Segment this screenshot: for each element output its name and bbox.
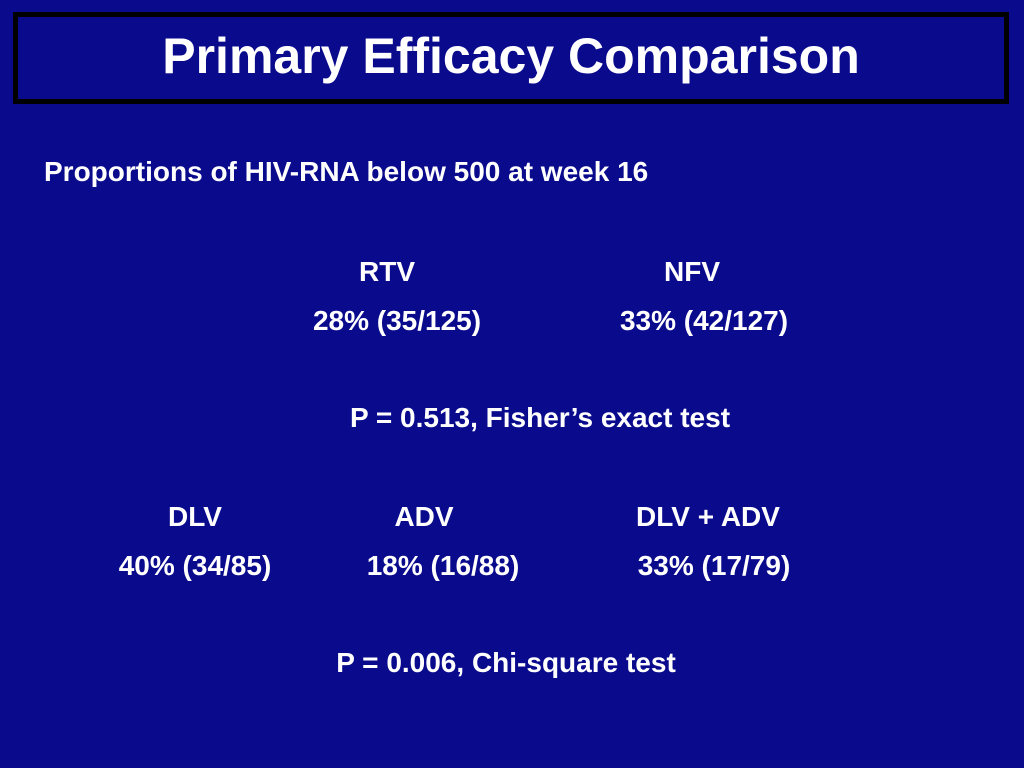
test-result-1: P = 0.513, Fisher’s exact test [349, 402, 731, 433]
slide-subtitle: Proportions of HIV-RNA below 500 at week… [44, 156, 649, 187]
group-value-rtv: 28% (35/125) [312, 305, 482, 336]
group-value-dlv: 40% (34/85) [118, 550, 272, 581]
group-value-nfv: 33% (42/127) [619, 305, 789, 336]
group-label-adv: ADV [394, 501, 454, 532]
group-value-dlv-adv: 33% (17/79) [637, 550, 791, 581]
group-label-rtv: RTV [359, 256, 415, 287]
group-label-nfv: NFV [664, 256, 720, 287]
title-box: Primary Efficacy Comparison [13, 12, 1009, 104]
slide-title: Primary Efficacy Comparison [162, 28, 860, 84]
test-result-2: P = 0.006, Chi-square test [336, 647, 676, 678]
group-value-adv: 18% (16/88) [366, 550, 520, 581]
group-label-dlv: DLV [168, 501, 222, 532]
group-label-dlv-adv: DLV + ADV [636, 501, 780, 532]
